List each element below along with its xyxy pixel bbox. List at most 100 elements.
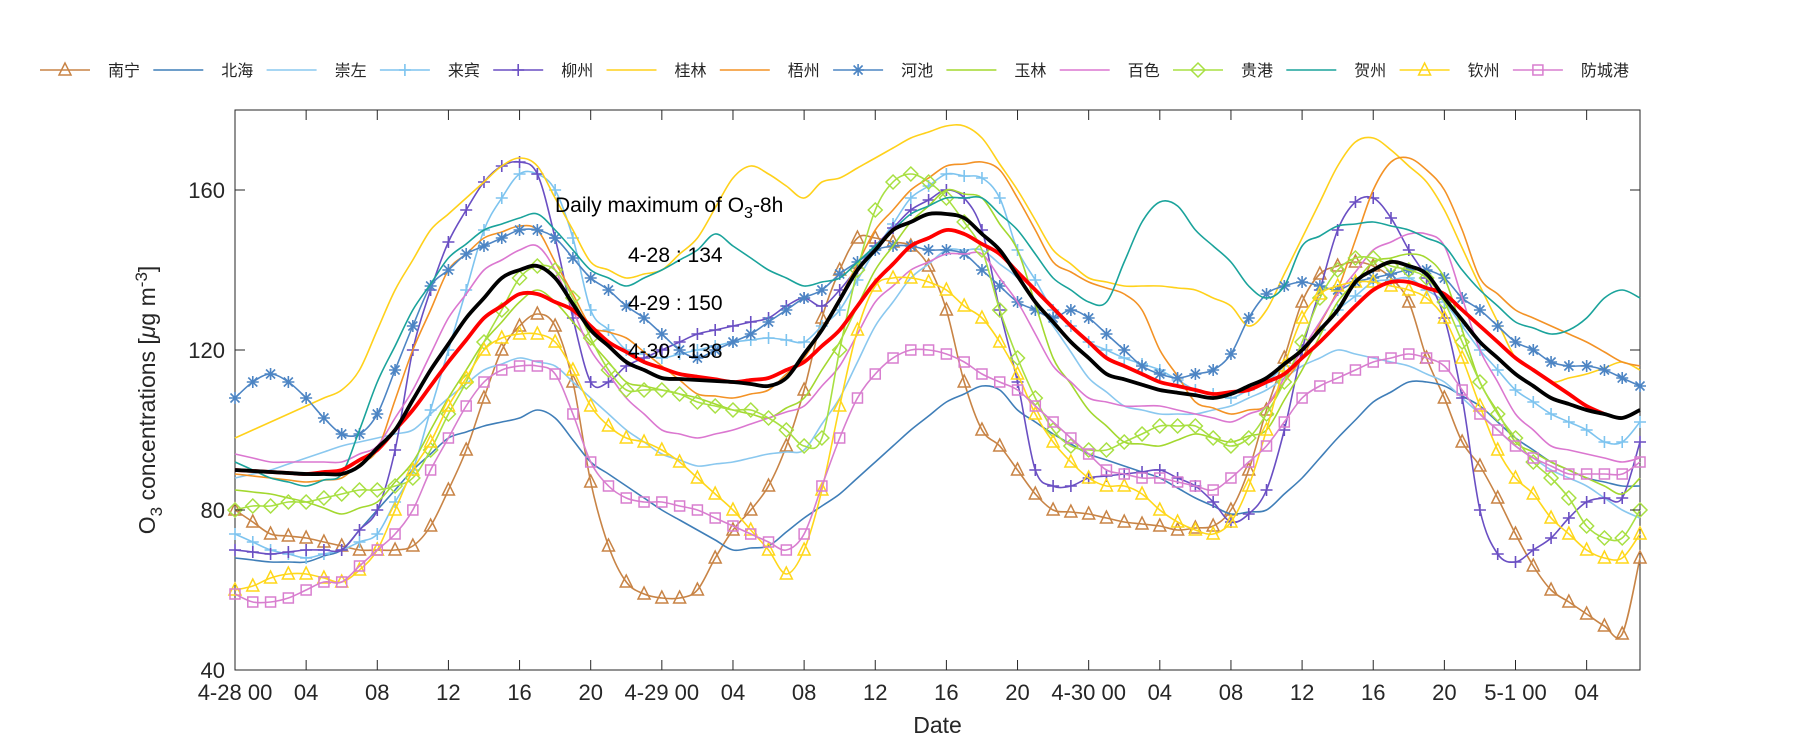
series-8-point-24 xyxy=(655,328,668,340)
legend-label: 崇左 xyxy=(335,61,367,80)
series-5-point-55 xyxy=(1207,496,1220,508)
series-8-point-73 xyxy=(1527,344,1540,356)
series-14-point-54 xyxy=(1189,480,1202,492)
series-14-point-4 xyxy=(300,584,312,596)
series-8-point-4 xyxy=(300,392,313,404)
legend-item-14: 防城港 xyxy=(1512,61,1629,80)
series-14-point-14 xyxy=(478,376,490,388)
series-5-point-2 xyxy=(264,548,277,560)
series-13-point-12 xyxy=(441,397,456,412)
series-5-point-8 xyxy=(371,504,384,516)
series-1-point-27 xyxy=(707,549,723,564)
series-5-point-24 xyxy=(655,344,668,356)
series-1-point-9 xyxy=(387,541,403,556)
series-11-point-28 xyxy=(724,401,742,419)
series-5-point-70 xyxy=(1473,504,1486,516)
series-13-point-24 xyxy=(654,441,670,456)
series-11-point-38 xyxy=(902,165,919,183)
series-13-point-16 xyxy=(512,325,527,340)
series-5-point-52 xyxy=(1153,464,1166,476)
series-14-point-56 xyxy=(1225,472,1237,484)
series-4-point-7 xyxy=(353,536,366,548)
series-11-point-55 xyxy=(1205,429,1222,447)
series-14-point-43 xyxy=(993,376,1006,388)
series-11-point-32 xyxy=(796,437,813,455)
series-4-point-43 xyxy=(993,192,1006,204)
series-14-point-65 xyxy=(1385,352,1397,364)
series-1-point-18 xyxy=(547,317,563,332)
series-13-point-26 xyxy=(690,469,705,484)
series-13-point-53 xyxy=(1170,513,1185,528)
series-1-point-16 xyxy=(512,317,527,332)
series-4-point-0 xyxy=(229,528,241,540)
x-tick-label: 08 xyxy=(365,680,389,705)
series-11-point-2 xyxy=(262,497,279,515)
series-14-point-6 xyxy=(335,576,348,588)
series-11-point-33 xyxy=(813,429,830,447)
series-13-point-34 xyxy=(832,397,847,412)
series-11-point-39 xyxy=(920,173,937,191)
series-11-point-26 xyxy=(689,393,706,411)
series-5-point-4 xyxy=(300,544,313,556)
legend-label: 河池 xyxy=(901,61,933,80)
series-13-point-68 xyxy=(1437,309,1452,324)
series-13-point-35 xyxy=(850,321,865,336)
series-13-point-47 xyxy=(1063,453,1079,468)
x-axis-title: Date xyxy=(913,712,962,738)
series-13-point-72 xyxy=(1508,469,1523,484)
series-13-point-51 xyxy=(1134,485,1150,500)
series-14-point-11 xyxy=(424,464,437,476)
x-tick-label: 12 xyxy=(863,680,887,705)
series-1-point-53 xyxy=(1170,521,1185,536)
series-5-point-29 xyxy=(744,316,757,328)
series-8-point-1 xyxy=(246,376,259,388)
legend: 南宁 北海 崇左 来宾 柳州 桂林 梧州 河池 玉林 百色 贵港 贺州 钦州 防城港 xyxy=(40,61,1629,80)
series-1-point-41 xyxy=(956,373,972,388)
series-9 xyxy=(234,188,1641,515)
series-8-point-78 xyxy=(1616,372,1629,384)
series-8-point-8 xyxy=(371,408,384,420)
series-11-point-21 xyxy=(600,361,617,379)
series-11-point-71 xyxy=(1489,405,1506,423)
series-5-point-58 xyxy=(1260,484,1273,496)
series-1-point-77 xyxy=(1597,617,1612,632)
series-4-point-76 xyxy=(1580,424,1593,436)
series-4-point-30 xyxy=(762,332,775,344)
series-1-point-74 xyxy=(1543,581,1559,596)
series-14-point-50 xyxy=(1118,468,1130,480)
series-1-point-55 xyxy=(1205,517,1221,532)
series-11-point-31 xyxy=(778,421,795,439)
series-1-point-30 xyxy=(761,477,776,492)
series-11-point-23 xyxy=(635,381,653,399)
series-5-point-77 xyxy=(1598,492,1611,504)
series-13-point-10 xyxy=(405,461,421,476)
series-1-point-25 xyxy=(672,589,687,604)
series-14-point-27 xyxy=(709,512,721,524)
series-14-point-66 xyxy=(1403,348,1415,360)
series-1-point-48 xyxy=(1081,505,1096,520)
series-8-point-46 xyxy=(1047,312,1060,324)
series-14-point-59 xyxy=(1278,416,1291,428)
series-8-point-14 xyxy=(477,240,490,252)
series-8-point-79 xyxy=(1634,380,1646,392)
series-5-point-73 xyxy=(1527,544,1540,556)
series-5-point-63 xyxy=(1349,196,1362,208)
series-line-2 xyxy=(234,380,1641,564)
series-1-point-17 xyxy=(530,305,545,320)
series-4-point-8 xyxy=(371,528,384,540)
series-8-point-55 xyxy=(1207,364,1220,376)
x-tick-label: 5-1 00 xyxy=(1484,680,1546,705)
series-14-point-57 xyxy=(1242,456,1255,468)
series-13-point-75 xyxy=(1561,525,1577,540)
series-14-point-67 xyxy=(1420,352,1433,364)
series-8-point-76 xyxy=(1580,360,1593,372)
series-8-point-5 xyxy=(317,412,330,424)
series-11-point-77 xyxy=(1596,529,1613,547)
series-13-point-43 xyxy=(992,333,1007,348)
series-8-point-19 xyxy=(566,252,579,264)
series-14-point-5 xyxy=(318,576,330,588)
series-8-point-47 xyxy=(1064,304,1077,316)
series-14-point-26 xyxy=(691,504,704,516)
series-13-point-38 xyxy=(903,269,919,284)
series-8-point-51 xyxy=(1136,360,1149,372)
